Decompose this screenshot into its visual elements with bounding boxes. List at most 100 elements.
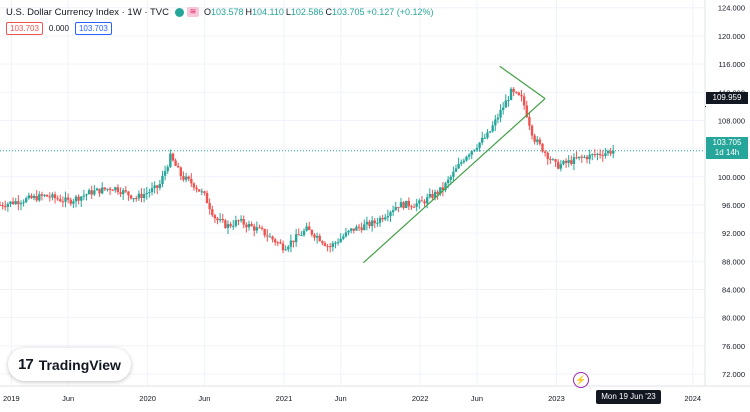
candle-body — [153, 185, 156, 189]
time-tick-label: 2019 — [3, 394, 20, 403]
candle-body — [224, 220, 227, 228]
candle-body — [111, 190, 114, 192]
candle-body — [119, 192, 122, 195]
price-tick-label: 88.000 — [722, 257, 745, 266]
indicator-value-blue[interactable]: 103.703 — [74, 22, 112, 35]
candle-body — [357, 226, 361, 228]
candle-body — [4, 206, 7, 208]
candle-body — [554, 159, 557, 162]
candle-body — [349, 228, 353, 231]
candle-body — [116, 187, 120, 193]
candle-body — [221, 219, 224, 221]
candle-body — [329, 246, 332, 248]
candle-body — [491, 125, 494, 132]
candle-body — [25, 198, 28, 203]
candle-body — [321, 241, 324, 244]
price-tick-label: 80.000 — [722, 314, 745, 323]
price-tick-label: 92.000 — [722, 229, 745, 238]
candle-body — [352, 228, 355, 231]
candle-body — [245, 224, 248, 228]
candle-body — [237, 220, 240, 222]
candle-body — [457, 163, 460, 169]
candle-body — [606, 151, 610, 154]
candle-body — [255, 227, 259, 231]
candle-body — [389, 212, 392, 216]
price-tick-label: 108.000 — [718, 116, 745, 125]
candle-body — [211, 209, 214, 216]
candle-body — [66, 197, 70, 200]
symbol-title[interactable]: U.S. Dollar Currency Index · 1W · TVC — [6, 6, 169, 18]
candle-body — [72, 201, 75, 204]
market-status-icon[interactable] — [174, 7, 184, 17]
flag-icon[interactable]: ≋ — [186, 7, 199, 17]
indicator-value-red[interactable]: 103.703 — [6, 22, 43, 35]
candle-body — [397, 207, 400, 209]
candle-body — [525, 105, 528, 118]
candle-body — [129, 195, 133, 199]
candle-body — [132, 198, 135, 200]
candle-body — [208, 203, 211, 210]
candle-body — [486, 132, 489, 138]
candle-body — [347, 230, 350, 233]
time-tick-label: Jun — [471, 394, 483, 403]
candle-body — [218, 219, 222, 221]
candle-body — [580, 156, 584, 158]
candle-body — [360, 227, 363, 231]
candle-body — [271, 236, 274, 240]
candle-body — [598, 153, 602, 156]
candle-body — [504, 100, 507, 108]
price-axis[interactable] — [705, 0, 750, 386]
candle-body — [475, 147, 479, 150]
candle-body — [263, 228, 266, 236]
open-value: 103.578 — [210, 7, 244, 17]
lower-trendline[interactable] — [363, 98, 546, 264]
candle-body — [517, 92, 521, 96]
candle-body — [137, 193, 141, 199]
candle-body — [192, 183, 196, 188]
candle-body — [313, 234, 316, 238]
candle-body — [478, 142, 481, 148]
candle-body — [588, 154, 591, 160]
candle-body — [294, 234, 298, 243]
candle-body — [82, 195, 86, 197]
candle-body — [205, 192, 209, 204]
candle-body — [439, 187, 442, 194]
candle-body — [384, 217, 387, 220]
candle-body — [273, 239, 277, 243]
upper-trendline[interactable] — [499, 65, 546, 100]
candle-body — [522, 96, 526, 106]
candle-body — [575, 157, 578, 159]
candle-body — [378, 217, 382, 223]
candle-body — [226, 224, 230, 228]
candle-body — [56, 198, 59, 200]
candle-body — [184, 176, 188, 180]
candle-body — [423, 201, 426, 204]
close-value: 103.705 — [331, 7, 365, 17]
candle-body — [339, 238, 342, 243]
candle-body — [305, 226, 308, 231]
candle-body — [17, 201, 20, 205]
candle-body — [166, 167, 169, 172]
time-tick-label: 2020 — [139, 394, 156, 403]
candle-body — [407, 200, 411, 207]
candle-body — [302, 230, 306, 236]
candle-body — [342, 236, 345, 239]
candle-body — [108, 188, 112, 191]
cursor-date-label: Mon 19 Jun '23 — [596, 390, 661, 404]
grid-layer — [0, 0, 705, 386]
candle-body — [74, 196, 78, 202]
candle-body — [559, 164, 563, 169]
candle-body — [124, 190, 127, 192]
last-price-label: 103.705 1d 14h — [706, 137, 748, 159]
low-label: L — [285, 7, 291, 17]
candle-body — [543, 151, 547, 153]
candle-body — [268, 236, 272, 238]
candle-body — [22, 202, 25, 204]
lightning-icon[interactable]: ⚡ — [573, 372, 589, 388]
candle-body — [6, 203, 10, 207]
tradingview-logo[interactable]: 17 TradingView — [8, 348, 131, 381]
candle-body — [465, 156, 468, 161]
candle-body — [121, 190, 125, 195]
